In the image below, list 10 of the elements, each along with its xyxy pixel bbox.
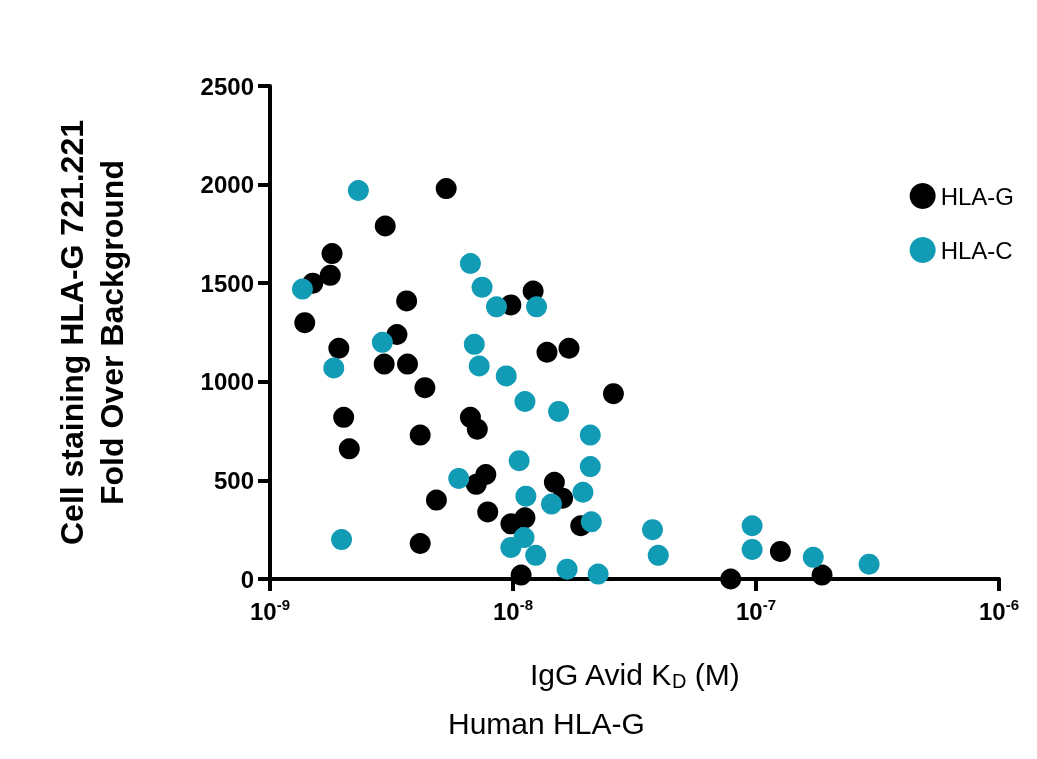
y-tick-label: 1000: [200, 368, 254, 396]
y-tick-label: 1500: [200, 269, 254, 297]
text: Human HLA-G: [448, 706, 645, 740]
y-tick-label: 2500: [200, 72, 254, 100]
y-tick-label: 500: [213, 466, 254, 494]
y-tick-label: 2000: [200, 171, 254, 199]
legend-label: HLA-G: [940, 182, 1015, 210]
y-axis-title: Cell staining HLA-G 721.221 Fold Over Background: [54, 119, 130, 546]
y-tick-label: 0: [240, 565, 254, 593]
legend-label: HLA-C: [940, 236, 1013, 264]
